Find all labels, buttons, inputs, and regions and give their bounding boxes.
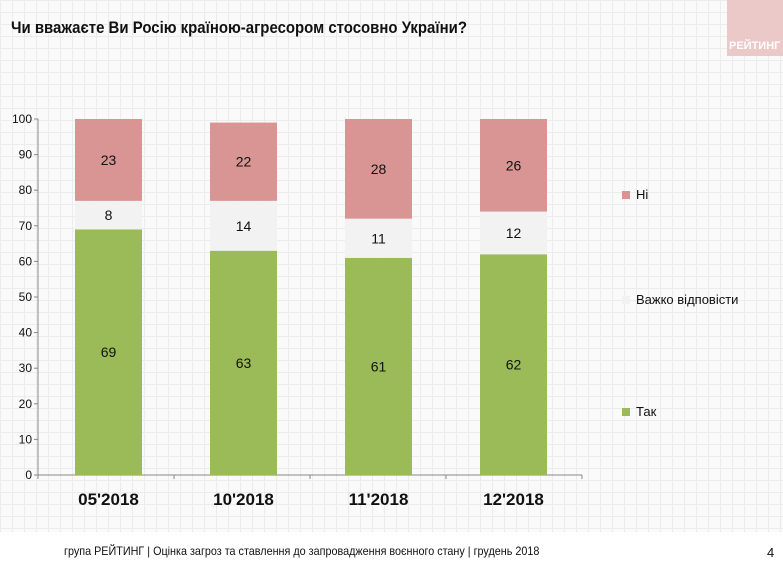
legend-label: Так bbox=[636, 404, 657, 419]
footer: група РЕЙТИНГ | Оцінка загроз та ставлен… bbox=[64, 544, 540, 558]
bar-segment bbox=[345, 257, 412, 475]
stacked-bar-chart: 0 10 20 30 40 50 60 70 80 90 100 69 8 23 05'2018 63 14 22… bbox=[12, 112, 583, 509]
y-tick-label: 50 bbox=[19, 290, 33, 304]
data-label: 69 bbox=[101, 344, 117, 360]
data-label: 12 bbox=[506, 225, 522, 241]
bar-segment bbox=[75, 119, 142, 201]
data-label: 63 bbox=[236, 355, 252, 371]
page-title: Чи вважаєте Ви Росію країною-агресором с… bbox=[11, 18, 467, 37]
legend-swatch bbox=[622, 190, 630, 199]
data-label: 14 bbox=[236, 218, 252, 234]
bar-segment bbox=[480, 119, 547, 212]
legend-item: Важко відповісти bbox=[622, 292, 738, 307]
legend-swatch bbox=[622, 295, 630, 304]
y-tick-label: 10 bbox=[19, 432, 33, 446]
y-tick-label: 70 bbox=[19, 219, 33, 233]
legend-item: Ні bbox=[622, 187, 648, 202]
bar-segment bbox=[210, 200, 277, 251]
y-tick-label: 0 bbox=[25, 468, 32, 482]
x-tick-label: 10'2018 bbox=[213, 490, 274, 509]
legend-swatch bbox=[622, 407, 630, 416]
data-label: 11 bbox=[371, 230, 386, 246]
y-tick-label: 100 bbox=[12, 112, 32, 126]
data-label: 26 bbox=[506, 157, 522, 173]
bar-segment bbox=[345, 119, 412, 219]
data-label: 22 bbox=[236, 154, 252, 170]
bar-segment bbox=[480, 254, 547, 475]
x-tick-label: 05'2018 bbox=[78, 490, 139, 509]
x-tick-label: 11'2018 bbox=[349, 490, 409, 509]
page-number: 4 bbox=[767, 545, 775, 560]
y-tick-label: 40 bbox=[19, 326, 33, 340]
data-label: 23 bbox=[101, 152, 117, 168]
y-tick-label: 30 bbox=[19, 361, 33, 375]
data-label: 61 bbox=[371, 358, 387, 374]
bar-segment bbox=[75, 200, 142, 230]
y-tick-label: 60 bbox=[19, 254, 33, 268]
y-tick-label: 90 bbox=[19, 148, 33, 162]
bar-segment bbox=[75, 229, 142, 475]
bar-segment bbox=[345, 218, 412, 258]
data-label: 8 bbox=[105, 207, 113, 223]
legend-item: Так bbox=[622, 404, 656, 419]
bar-segment bbox=[210, 250, 277, 475]
x-tick-label: 12'2018 bbox=[483, 490, 544, 509]
y-tick-label: 20 bbox=[19, 397, 33, 411]
y-tick-label: 80 bbox=[19, 183, 33, 197]
data-label: 28 bbox=[371, 161, 387, 177]
bar-segment bbox=[480, 211, 547, 255]
legend-label: Ні bbox=[636, 187, 649, 202]
bar-segment bbox=[210, 122, 277, 201]
legend-label: Важко відповісти bbox=[636, 292, 739, 307]
data-label: 62 bbox=[506, 357, 522, 373]
logo: РЕЙТИНГ bbox=[727, 0, 783, 56]
